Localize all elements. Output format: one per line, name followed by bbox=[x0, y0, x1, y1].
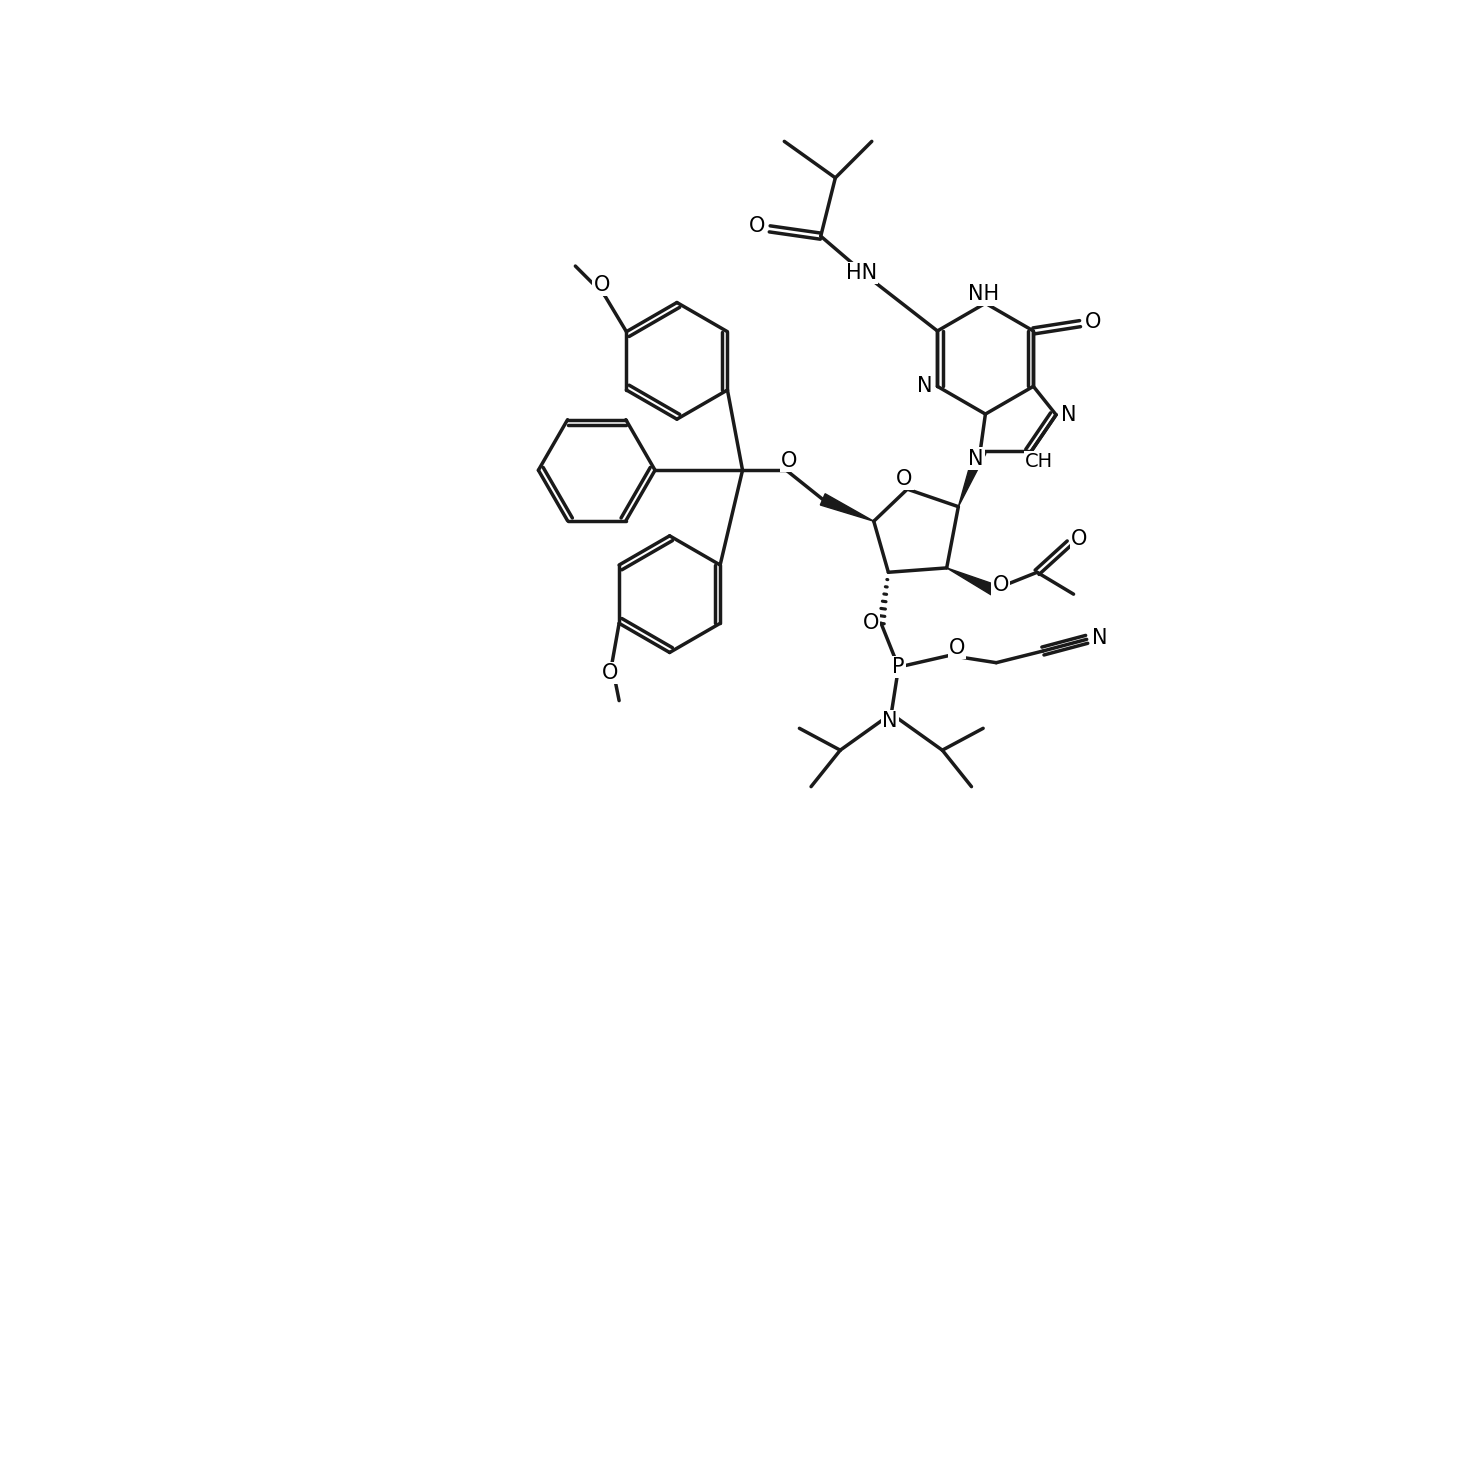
Text: CH: CH bbox=[1025, 451, 1053, 470]
Text: O: O bbox=[748, 216, 764, 237]
Text: N: N bbox=[916, 377, 932, 396]
Text: N: N bbox=[1062, 405, 1077, 425]
Text: N: N bbox=[1092, 628, 1108, 647]
Text: O: O bbox=[863, 614, 879, 633]
Text: O: O bbox=[782, 451, 798, 472]
Text: N: N bbox=[968, 449, 984, 469]
Text: O: O bbox=[1071, 529, 1087, 549]
Text: O: O bbox=[948, 638, 965, 657]
Text: HN: HN bbox=[847, 263, 878, 282]
Polygon shape bbox=[947, 568, 996, 595]
Text: P: P bbox=[892, 657, 904, 676]
Text: O: O bbox=[1086, 313, 1102, 332]
Text: N: N bbox=[882, 712, 898, 730]
Polygon shape bbox=[959, 449, 985, 507]
Text: NH: NH bbox=[969, 285, 1000, 304]
Text: O: O bbox=[897, 469, 913, 489]
Polygon shape bbox=[820, 494, 873, 522]
Text: O: O bbox=[593, 275, 609, 295]
Text: O: O bbox=[602, 663, 618, 682]
Text: O: O bbox=[993, 576, 1009, 596]
